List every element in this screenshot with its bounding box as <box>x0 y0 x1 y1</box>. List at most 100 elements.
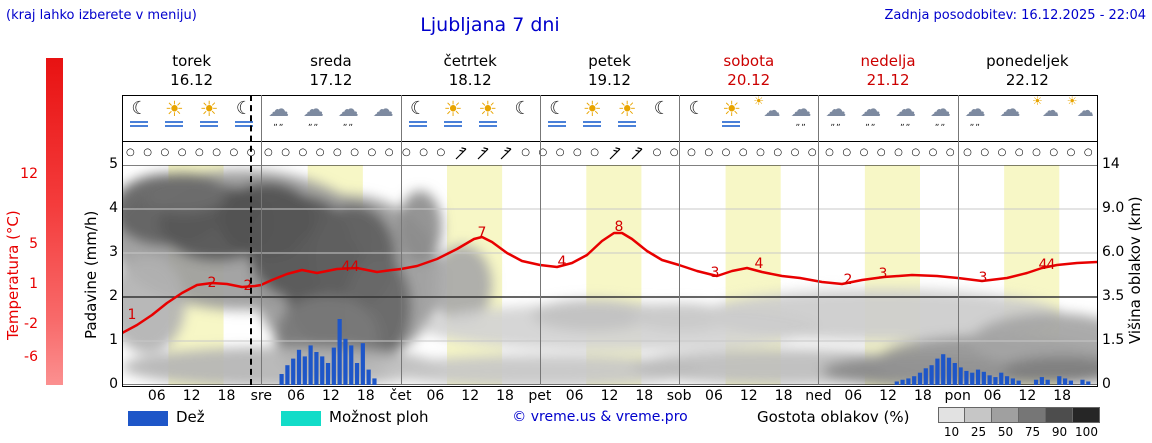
hour-tick: 06 <box>147 388 166 404</box>
svg-text:1: 1 <box>128 307 137 323</box>
cloud-icon: ☁ <box>999 97 1021 121</box>
weather-icon-sun-fog: ☀ <box>192 96 227 140</box>
day-separator-line <box>400 95 402 385</box>
clear-sky-symbol: ○ <box>402 146 411 158</box>
clear-sky-symbol: ○ <box>859 146 869 158</box>
weather-icon-partly: ☀ ☁ <box>749 94 784 140</box>
day-name: petek <box>588 52 631 70</box>
precipitation-tick: 1 <box>109 332 118 348</box>
weather-icon-sun-fog: ☀ <box>575 96 610 140</box>
clear-sky-symbol: ○ <box>315 146 325 158</box>
hour-tick: 18 <box>496 388 514 404</box>
hour-tick: 12 <box>461 388 480 404</box>
density-value: 10 <box>943 425 960 439</box>
clear-sky-symbol: ○ <box>825 146 834 158</box>
density-value: 75 <box>1024 425 1041 439</box>
hour-tick: 12 <box>1018 388 1037 404</box>
day-header-sobota: sobota 20.12 <box>679 52 818 94</box>
hour-tick: 18 <box>356 388 375 404</box>
temperature-tick: 12 <box>20 166 38 182</box>
partly-cloudy-icon: ☀ ☁ <box>1032 94 1059 121</box>
day-abbrev-tick: pet <box>528 388 552 404</box>
weather-icon-moon-fog: ☾ <box>226 96 261 140</box>
sun-icon: ☀ <box>617 97 637 121</box>
wind-barb-icon <box>454 146 468 160</box>
day-name: četrtek <box>443 52 497 70</box>
weather-icon-partly: ☀ ☁ <box>1028 94 1063 140</box>
svg-text:3: 3 <box>979 270 988 286</box>
day-separator-line <box>818 95 820 385</box>
fog-lines-icon <box>165 121 184 127</box>
weather-icon-sun-fog: ☀ <box>470 96 505 140</box>
precipitation-axis-label: Padavine (mm/h) <box>82 210 100 340</box>
weather-icon-cloud-drizzle: ☁ „„ <box>819 96 854 140</box>
density-value: 50 <box>997 425 1014 439</box>
fog-lines-icon <box>200 121 219 127</box>
weather-icon-cloud-drizzle: ☁ „„ <box>331 96 366 140</box>
day-abbrev-tick: čet <box>389 388 412 404</box>
hour-tick: 18 <box>774 388 793 404</box>
cloud-icon: ☁ <box>303 97 325 121</box>
cloud-density-scale <box>938 407 1100 423</box>
weather-icon-cloud-drizzle: ☁ „„ <box>958 96 993 140</box>
density-value: 100 <box>1075 425 1098 439</box>
weather-icon-sun-fog: ☀ <box>610 96 645 140</box>
cloud-icon: ☁ <box>337 97 359 121</box>
drizzle-marks-icon: „„ <box>899 118 912 128</box>
svg-text:8: 8 <box>615 219 624 235</box>
density-swatch <box>1073 407 1100 423</box>
sky-symbols-row: ○ ○ ○ ○ ○ ○ ○ ○ ○ ○ ○ ○ ○ ○ ○ ○ ○ ○ ○ ○ ○ ○ ○ ○ ○ ○ ○ ○ ○ ○ ○ ○ ○ ○ ○ ○ ○ ○ ○ ○… <box>122 142 1097 163</box>
sun-icon: ☀ <box>164 97 184 121</box>
weather-icon-moon: ☾ <box>505 96 540 140</box>
drizzle-marks-icon: „„ <box>795 118 807 128</box>
temperature-tick: -6 <box>24 349 38 365</box>
hour-tick: 06 <box>705 388 723 404</box>
cloud-height-tick: 6.0 <box>1102 244 1125 260</box>
day-header-četrtek: četrtek 18.12 <box>401 52 540 94</box>
drizzle-marks-icon: „„ <box>342 118 355 128</box>
weather-icon-cloud-drizzle: ☁ „„ <box>261 96 296 140</box>
cloud-height-tick: 0 <box>1102 376 1111 392</box>
cloud-icon: ☁ <box>895 97 917 121</box>
clear-sky-symbol: ○ <box>143 146 152 158</box>
hour-tick: 06 <box>983 388 1002 404</box>
weather-icon-sun-fog: ☀ <box>157 96 192 140</box>
hour-tick: 12 <box>182 388 201 404</box>
drizzle-marks-icon: „„ <box>934 118 947 128</box>
weather-icon-cloud-drizzle: ☁ „„ <box>923 96 958 140</box>
day-header-nedelja: nedelja 21.12 <box>818 52 957 94</box>
clear-sky-symbol: ○ <box>555 146 565 158</box>
clear-sky-symbol: ○ <box>704 146 714 158</box>
current-time-marker <box>249 95 252 385</box>
fog-lines-icon <box>234 121 253 127</box>
moon-icon: ☾ <box>653 98 670 119</box>
weather-icon-moon-fog: ☾ <box>122 96 157 140</box>
hour-tick: 18 <box>217 388 236 404</box>
copyright-link[interactable]: © vreme.us & vreme.pro <box>512 409 688 425</box>
precipitation-tick: 4 <box>109 200 118 216</box>
density-swatch <box>965 407 992 423</box>
cloud-icon: ☁ <box>763 101 781 121</box>
partly-cloudy-icon: ☀ ☁ <box>753 94 781 121</box>
hour-tick: 12 <box>600 388 619 404</box>
day-name: sobota <box>723 52 775 70</box>
hour-tick: 12 <box>322 388 340 404</box>
weather-icon-partly: ☀ ☁ <box>1062 94 1097 140</box>
fog-lines-icon <box>478 121 497 127</box>
partly-cloudy-icon: ☀ ☁ <box>1067 94 1094 121</box>
density-swatch <box>938 407 965 423</box>
clear-sky-symbol: ○ <box>756 146 765 158</box>
cloud-icon: ☁ <box>964 97 986 121</box>
wind-barb-icon <box>608 146 622 160</box>
clear-sky-symbol: ○ <box>195 146 204 158</box>
clear-sky-symbol: ○ <box>384 146 394 158</box>
day-abbrev-tick: ned <box>805 388 832 404</box>
clear-sky-symbol: ○ <box>738 146 748 158</box>
drizzle-marks-icon: „„ <box>307 118 320 128</box>
shower-legend-swatch <box>281 411 321 426</box>
weather-icon-cloud: ☁ <box>993 96 1028 140</box>
sun-icon: ☀ <box>722 97 741 121</box>
clear-sky-symbol: ○ <box>894 146 903 158</box>
fog-lines-icon <box>130 121 149 127</box>
moon-icon: ☾ <box>514 98 531 119</box>
